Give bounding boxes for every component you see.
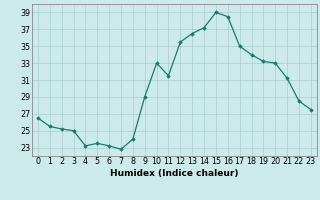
X-axis label: Humidex (Indice chaleur): Humidex (Indice chaleur) [110, 169, 239, 178]
